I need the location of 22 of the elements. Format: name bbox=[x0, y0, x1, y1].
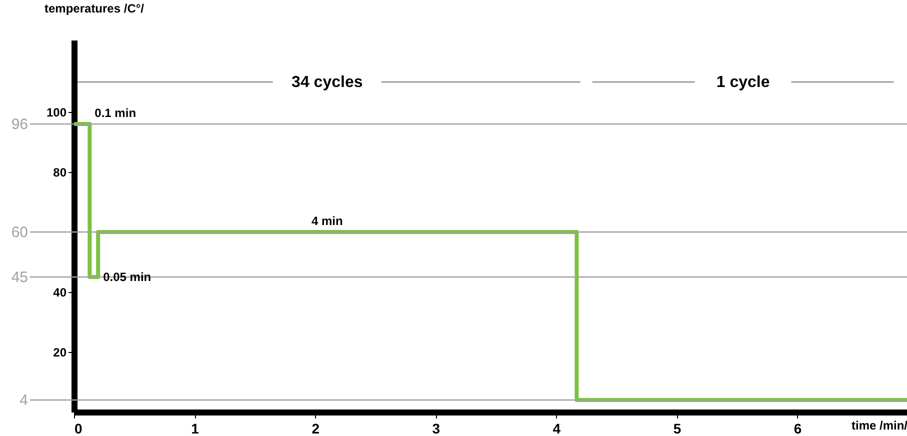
x-tick-label: 0 bbox=[74, 420, 82, 436]
annotation: 0.05 min bbox=[103, 270, 152, 284]
ref-line-label: 45 bbox=[11, 269, 28, 286]
x-tick-label: 6 bbox=[794, 420, 802, 436]
x-axis-title: time /min/ bbox=[851, 418, 907, 432]
y-tick-label: 20 bbox=[53, 346, 67, 360]
annotation: 0.1 min bbox=[94, 106, 136, 120]
ref-line-label: 96 bbox=[11, 116, 28, 133]
annotation: 34 cycles bbox=[292, 74, 363, 91]
y-tick-label: 40 bbox=[53, 286, 67, 300]
x-tick-label: 3 bbox=[432, 420, 440, 436]
x-tick-label: 5 bbox=[673, 420, 682, 436]
y-axis-title: temperatures /C°/ bbox=[44, 2, 145, 16]
x-tick-label: 1 bbox=[191, 420, 200, 436]
x-tick-label: 2 bbox=[312, 420, 320, 436]
y-tick-label: 100 bbox=[46, 106, 67, 120]
y-tick-label: 80 bbox=[53, 166, 67, 180]
x-tick-label: 4 bbox=[552, 420, 561, 436]
ref-line-label: 4 bbox=[20, 392, 28, 409]
ref-line-label: 60 bbox=[11, 224, 28, 241]
annotation: 4 min bbox=[311, 214, 343, 228]
annotation: 1 cycle bbox=[716, 74, 770, 91]
